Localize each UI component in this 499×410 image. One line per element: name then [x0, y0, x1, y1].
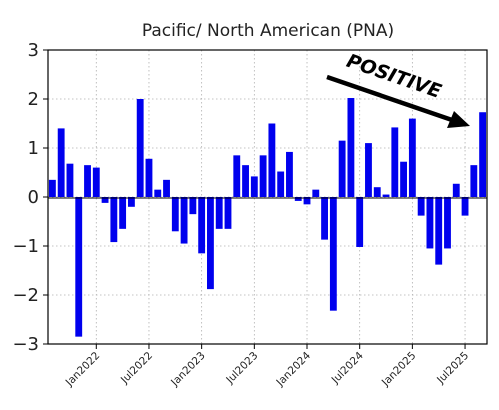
- bar: [286, 151, 293, 197]
- bar: [57, 128, 65, 197]
- bar: [294, 197, 302, 201]
- bar: [356, 197, 364, 247]
- y-tick-label: −2: [12, 285, 39, 306]
- bar: [48, 179, 56, 197]
- annotation-label: POSITIVE: [344, 50, 444, 103]
- y-tick-label: −1: [12, 236, 39, 257]
- bar: [207, 197, 214, 290]
- bar: [215, 197, 223, 229]
- bar: [250, 176, 258, 197]
- x-tick-label: Jan2025: [379, 350, 419, 390]
- x-tick-label: Jul2022: [118, 350, 155, 387]
- bar: [391, 127, 399, 197]
- bar: [365, 143, 372, 197]
- y-tick-label: 2: [28, 89, 39, 110]
- bar: [268, 123, 276, 197]
- annotation-arrow: [326, 74, 453, 123]
- bar: [461, 197, 469, 216]
- bar: [84, 165, 91, 197]
- bar: [312, 189, 320, 197]
- annotation-arrowhead: [447, 111, 470, 128]
- bar: [373, 187, 381, 197]
- bar: [382, 194, 390, 197]
- bar: [259, 155, 267, 197]
- bar: [400, 161, 408, 197]
- bar: [321, 197, 328, 240]
- bar: [470, 165, 478, 197]
- bar: [224, 197, 232, 229]
- bar: [435, 197, 443, 265]
- y-axis: −3 −2 −1 0 1 2 3: [12, 40, 48, 355]
- bar: [127, 197, 135, 207]
- bar: [171, 197, 179, 232]
- bar: [189, 197, 197, 215]
- bar: [119, 197, 127, 229]
- y-tick-label: 1: [28, 138, 39, 159]
- x-tick-label: Jul2024: [329, 349, 366, 386]
- bar: [136, 99, 144, 197]
- bar: [101, 197, 109, 203]
- x-tick-label: Jul2025: [434, 350, 471, 387]
- bar: [163, 179, 170, 197]
- bar: [338, 140, 346, 197]
- bar: [303, 197, 311, 205]
- bar: [198, 197, 206, 254]
- bar: [277, 171, 285, 197]
- bar: [110, 197, 118, 243]
- bars: [48, 98, 487, 337]
- chart-title: Pacific/ North American (PNA): [142, 21, 394, 41]
- bar: [444, 197, 451, 249]
- bar: [92, 167, 100, 197]
- y-tick-label: 0: [28, 187, 39, 208]
- x-tick-label: Jul2023: [223, 350, 260, 387]
- bar: [154, 189, 162, 197]
- bar: [242, 165, 249, 197]
- bar: [408, 118, 416, 197]
- bar: [329, 197, 337, 311]
- bar: [426, 197, 434, 249]
- bar: [417, 197, 425, 216]
- bar: [347, 98, 355, 197]
- x-tick-label: Jan2024: [274, 349, 314, 389]
- bar: [180, 197, 188, 244]
- bar: [452, 183, 460, 197]
- y-tick-label: −3: [12, 334, 39, 355]
- bar: [479, 112, 487, 197]
- bar: [233, 155, 241, 197]
- y-tick-label: 3: [28, 40, 39, 61]
- x-tick-label: Jan2023: [168, 350, 208, 390]
- x-axis: Jan2022 Jul2022 Jan2023 Jul2023 Jan2024 Jul20…: [63, 344, 471, 389]
- bar: [66, 163, 74, 197]
- bar: [145, 158, 153, 197]
- x-tick-label: Jan2022: [63, 350, 103, 390]
- bar: [75, 197, 83, 337]
